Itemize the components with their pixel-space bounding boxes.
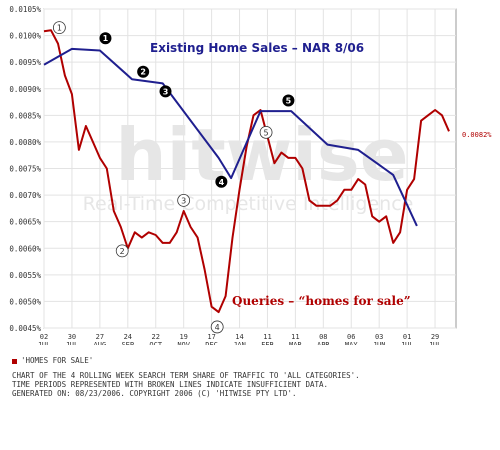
open-marker-label: 4 bbox=[215, 323, 220, 332]
x-tick-day: 17 bbox=[207, 333, 215, 341]
x-tick-month: MAR bbox=[289, 341, 302, 345]
y-axis-ticks: 0.0105% 0.0100% 0.0095% 0.0090% 0.0085% 0.008… bbox=[9, 5, 41, 333]
open-marker-label: 3 bbox=[181, 196, 186, 205]
x-tick-month: JUN bbox=[373, 341, 386, 345]
legend-swatch bbox=[12, 358, 17, 364]
y-tick-label: 0.0095% bbox=[9, 58, 41, 67]
y-tick-label: 0.0105% bbox=[9, 5, 41, 14]
x-axis-ticks: 02JUL30JUL27AUG24SEP22OCT19NOV17DEC14JAN… bbox=[38, 333, 442, 345]
open-marker-circle bbox=[52, 21, 66, 35]
y-tick-label: 0.0070% bbox=[9, 191, 41, 200]
filled-marker-label: 2 bbox=[140, 68, 146, 77]
filled-marker-circle bbox=[99, 32, 112, 45]
note-line: GENERATED ON: 08/23/2006. COPYRIGHT 2006… bbox=[12, 389, 297, 398]
annotation-markers: 1 2 3 4 5 1 2 3 4 5 bbox=[52, 21, 295, 334]
x-tick-day: 29 bbox=[431, 333, 439, 341]
x-tick-day: 19 bbox=[179, 333, 187, 341]
y-tick-label: 0.0090% bbox=[9, 85, 41, 94]
series-line-homes-for-sale bbox=[43, 29, 450, 314]
open-marker-circle bbox=[115, 244, 129, 258]
x-tick-day: 30 bbox=[68, 333, 76, 341]
y-tick-label: 0.0085% bbox=[9, 111, 41, 120]
legend-label: 'HOMES FOR SALE' bbox=[21, 356, 94, 365]
last-value-label: 0.0082% bbox=[462, 131, 492, 139]
x-tick-month: APR bbox=[317, 341, 330, 345]
x-tick-day: 08 bbox=[319, 333, 327, 341]
filled-marker-circle bbox=[282, 94, 295, 107]
note-line: CHART OF THE 4 ROLLING WEEK SEARCH TERM … bbox=[12, 371, 360, 380]
series-lines bbox=[43, 29, 450, 314]
y-tick-label: 0.0045% bbox=[9, 324, 41, 333]
x-tick-day: 11 bbox=[263, 333, 271, 341]
y-tick-label: 0.0050% bbox=[9, 297, 41, 306]
filled-marker-label: 3 bbox=[163, 87, 169, 96]
y-tick-label: 0.0075% bbox=[9, 165, 41, 174]
filled-marker-label: 1 bbox=[103, 34, 109, 43]
watermark-main: hitwise bbox=[115, 113, 408, 197]
open-marker-circle bbox=[210, 320, 224, 334]
open-marker-label: 1 bbox=[57, 24, 62, 33]
x-tick-day: 06 bbox=[347, 333, 355, 341]
x-tick-month: JUL bbox=[38, 341, 51, 345]
queries-label: Queries – “homes for sale” bbox=[232, 294, 411, 308]
y-tick-label: 0.0080% bbox=[9, 138, 41, 147]
line-chart: hitwise Real-Time Competitive Intelligen… bbox=[9, 5, 492, 345]
x-tick-month: SEP bbox=[121, 341, 134, 345]
x-tick-month: MAY bbox=[345, 341, 358, 345]
series-line-existing-home-sales bbox=[43, 47, 418, 227]
x-tick-day: 03 bbox=[375, 333, 383, 341]
y-tick-label: 0.0060% bbox=[9, 244, 41, 253]
y-tick-label: 0.0100% bbox=[9, 32, 41, 41]
open-marker-circle bbox=[259, 125, 273, 139]
x-tick-day: 22 bbox=[152, 333, 160, 341]
x-tick-month: JUL bbox=[429, 341, 442, 345]
y-tick-label: 0.0055% bbox=[9, 271, 41, 280]
open-marker-circle bbox=[177, 193, 191, 207]
y-tick-label: 0.0065% bbox=[9, 218, 41, 227]
filled-marker-circle bbox=[215, 175, 228, 188]
x-tick-month: OCT bbox=[149, 341, 162, 345]
x-tick-month: AUG bbox=[94, 341, 107, 345]
x-tick-month: JUL bbox=[401, 341, 414, 345]
open-marker-label: 5 bbox=[264, 128, 269, 137]
chart-notes: CHART OF THE 4 ROLLING WEEK SEARCH TERM … bbox=[12, 371, 360, 398]
x-tick-month: JAN bbox=[233, 341, 246, 345]
x-tick-day: 11 bbox=[291, 333, 299, 341]
legend: 'HOMES FOR SALE' bbox=[12, 356, 93, 365]
filled-marker-circle bbox=[159, 85, 172, 98]
watermark-sub: Real-Time Competitive Intelligence bbox=[83, 193, 414, 215]
x-tick-month: NOV bbox=[177, 341, 190, 345]
open-marker-label: 2 bbox=[120, 247, 125, 256]
x-tick-day: 24 bbox=[124, 333, 132, 341]
grid-lines bbox=[43, 8, 456, 329]
hitwise-watermark: hitwise Real-Time Competitive Intelligen… bbox=[83, 113, 414, 215]
x-tick-day: 01 bbox=[403, 333, 411, 341]
filled-marker-circle bbox=[137, 65, 150, 78]
note-line: TIME PERIODS REPRESENTED WITH BROKEN LIN… bbox=[12, 380, 329, 389]
x-tick-day: 27 bbox=[96, 333, 104, 341]
x-tick-month: FEB bbox=[261, 341, 274, 345]
x-tick-day: 14 bbox=[235, 333, 243, 341]
filled-marker-label: 5 bbox=[286, 96, 292, 105]
filled-marker-label: 4 bbox=[219, 178, 225, 187]
x-tick-month: DEC bbox=[205, 341, 218, 345]
x-tick-month: JUL bbox=[66, 341, 79, 345]
chart-title: Existing Home Sales – NAR 8/06 bbox=[150, 41, 364, 55]
x-tick-day: 02 bbox=[40, 333, 48, 341]
